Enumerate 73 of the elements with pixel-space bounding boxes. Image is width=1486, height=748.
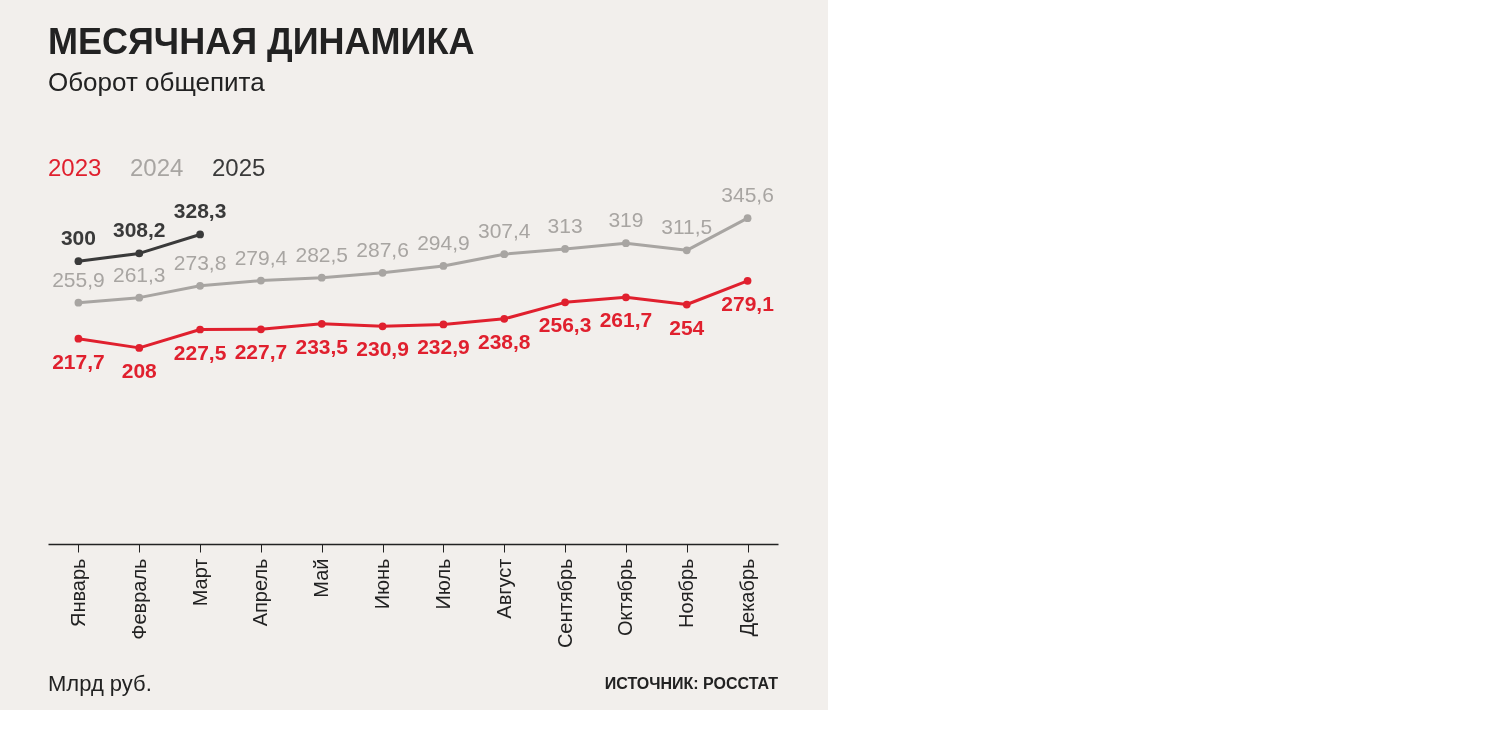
point <box>74 334 83 343</box>
chart-title: МЕСЯЧНАЯ ДИНАМИКА <box>48 21 475 62</box>
data-label: 345,6 <box>721 183 774 207</box>
point <box>196 281 204 290</box>
point <box>135 344 144 352</box>
point <box>378 268 387 277</box>
point <box>743 214 752 223</box>
data-label: 256,3 <box>538 313 592 337</box>
data-label: 319 <box>608 208 644 232</box>
x-tick-label: Июль <box>431 558 454 610</box>
data-label: 232,9 <box>417 335 470 359</box>
data-label: 294,9 <box>417 230 470 254</box>
point <box>74 257 83 266</box>
point <box>74 298 83 307</box>
point <box>135 249 144 258</box>
point <box>317 273 326 282</box>
data-label: 300 <box>60 226 96 250</box>
text: 2025 <box>212 154 266 181</box>
point <box>682 246 691 255</box>
data-label: 227,5 <box>173 340 227 364</box>
text: 2024 <box>130 154 184 181</box>
x-tick-label: Сентябрь <box>553 558 576 649</box>
data-label: 279,4 <box>234 245 288 269</box>
point <box>257 276 265 285</box>
x-tick-label: Март <box>188 558 211 607</box>
point <box>500 314 509 323</box>
data-label: 261,3 <box>112 262 166 286</box>
point <box>135 293 144 302</box>
data-label: 311,5 <box>661 215 713 239</box>
x-tick-label: Январь <box>66 558 89 628</box>
data-label: 233,5 <box>295 334 349 358</box>
point <box>439 262 448 270</box>
x-tick-label: Июнь <box>371 558 394 610</box>
x-tick-label: Август <box>492 558 515 619</box>
data-label: 208 <box>121 358 158 382</box>
point <box>378 322 387 331</box>
point <box>196 325 204 334</box>
point <box>622 293 630 302</box>
chart-subtitle: Оборот общепита <box>48 67 266 97</box>
point <box>500 250 509 259</box>
data-label: 238,8 <box>477 329 531 353</box>
data-label: 227,7 <box>234 340 288 364</box>
data-label: 282,5 <box>295 242 349 266</box>
data-label: 217,7 <box>52 349 105 373</box>
data-label: 230,9 <box>356 337 409 361</box>
point <box>196 230 204 239</box>
data-label: 308,2 <box>112 218 166 242</box>
point <box>439 320 448 329</box>
x-tick-label: Май <box>310 558 333 598</box>
data-label: 255,9 <box>52 267 105 291</box>
data-label: 273,8 <box>173 250 227 274</box>
text: 2023 <box>48 154 102 181</box>
x-tick-label: Февраль <box>127 558 150 640</box>
data-label: 254 <box>669 315 705 339</box>
point <box>743 276 752 285</box>
text: Млрд руб. <box>48 671 152 696</box>
data-label: 287,6 <box>356 237 409 261</box>
x-tick-label: Апрель <box>249 558 272 627</box>
data-label: 261,7 <box>599 308 653 332</box>
x-tick-label: Ноябрь <box>675 558 698 628</box>
point <box>622 239 630 248</box>
point <box>682 300 691 309</box>
point <box>561 245 569 253</box>
point <box>257 325 265 334</box>
x-tick-label: Октябрь <box>614 558 637 637</box>
x-tick-label: Декабрь <box>736 558 759 637</box>
data-label: 279,1 <box>721 291 775 315</box>
point <box>317 319 326 328</box>
data-label: 307,4 <box>477 219 531 243</box>
text: ИСТОЧНИК: РОССТАТ <box>604 675 779 692</box>
data-label: 328,3 <box>173 199 227 223</box>
point <box>561 298 569 307</box>
data-label: 313 <box>547 213 583 237</box>
